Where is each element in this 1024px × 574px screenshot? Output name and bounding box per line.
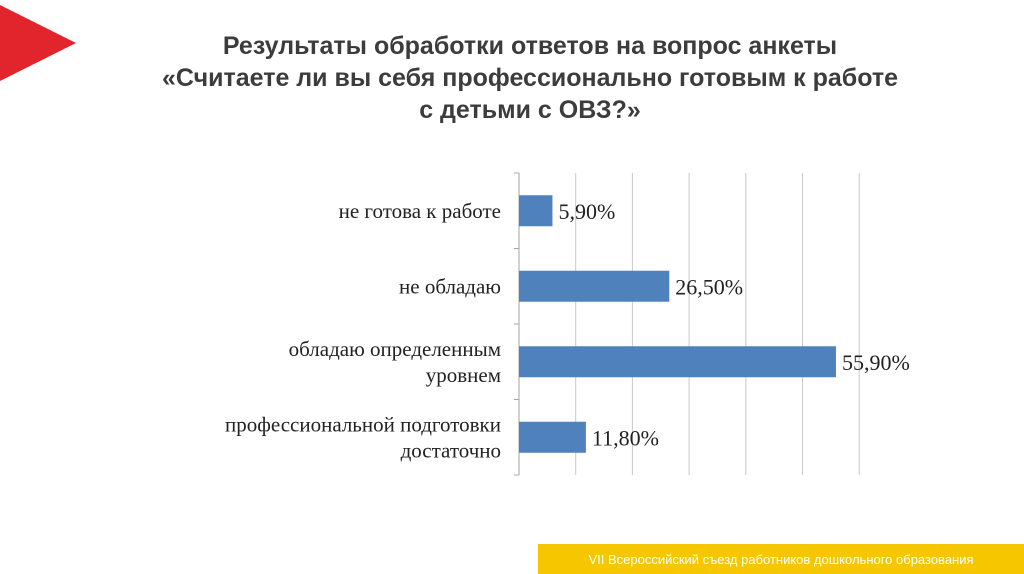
bar-value-label: 26,50% [675, 274, 743, 299]
footer-text: VII Всероссийский съезд работников дошко… [588, 551, 974, 567]
category-label: не готова к работе [339, 199, 501, 223]
chart-value-labels: 5,90% 26,50% 55,90% 11,80% [558, 199, 909, 451]
chart-bars [519, 195, 836, 453]
category-label: профессиональной подготовки достаточно [225, 412, 501, 462]
bar [519, 346, 836, 378]
footer-banner: VII Всероссийский съезд работников дошко… [538, 544, 1024, 574]
bar [519, 195, 553, 227]
category-label-line: не обладаю [399, 274, 501, 298]
category-label: не обладаю [399, 274, 501, 298]
category-label: обладаю определенным уровнем [289, 337, 501, 387]
bar-value-label: 5,90% [558, 199, 615, 224]
title-line-1: Результаты обработки ответов на вопрос а… [222, 32, 838, 60]
category-label-line: уровнем [426, 363, 501, 387]
category-label-line: не готова к работе [339, 199, 501, 223]
bar [519, 421, 586, 453]
category-label-line: профессиональной подготовки [225, 412, 501, 436]
category-label-line: достаточно [401, 438, 501, 462]
title-line-2: «Считаете ли вы себя профессионально гот… [161, 64, 899, 92]
bar [519, 270, 670, 302]
title-line-3: с детьми с ОВЗ?» [419, 96, 641, 124]
red-triangle-logo [0, 5, 76, 81]
chart-category-labels: не готова к работе не обладаю обладаю опре… [225, 199, 501, 463]
bar-value-label: 11,80% [592, 425, 659, 450]
slide-title: Результаты обработки ответов на вопрос а… [100, 30, 960, 126]
category-label-line: обладаю определенным [289, 337, 501, 361]
bar-value-label: 55,90% [842, 350, 910, 375]
chart-axis [514, 172, 520, 476]
